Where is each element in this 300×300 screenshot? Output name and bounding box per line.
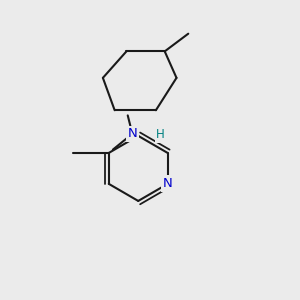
Text: N: N [128,127,137,140]
Text: H: H [156,128,165,142]
Text: N: N [163,177,172,190]
